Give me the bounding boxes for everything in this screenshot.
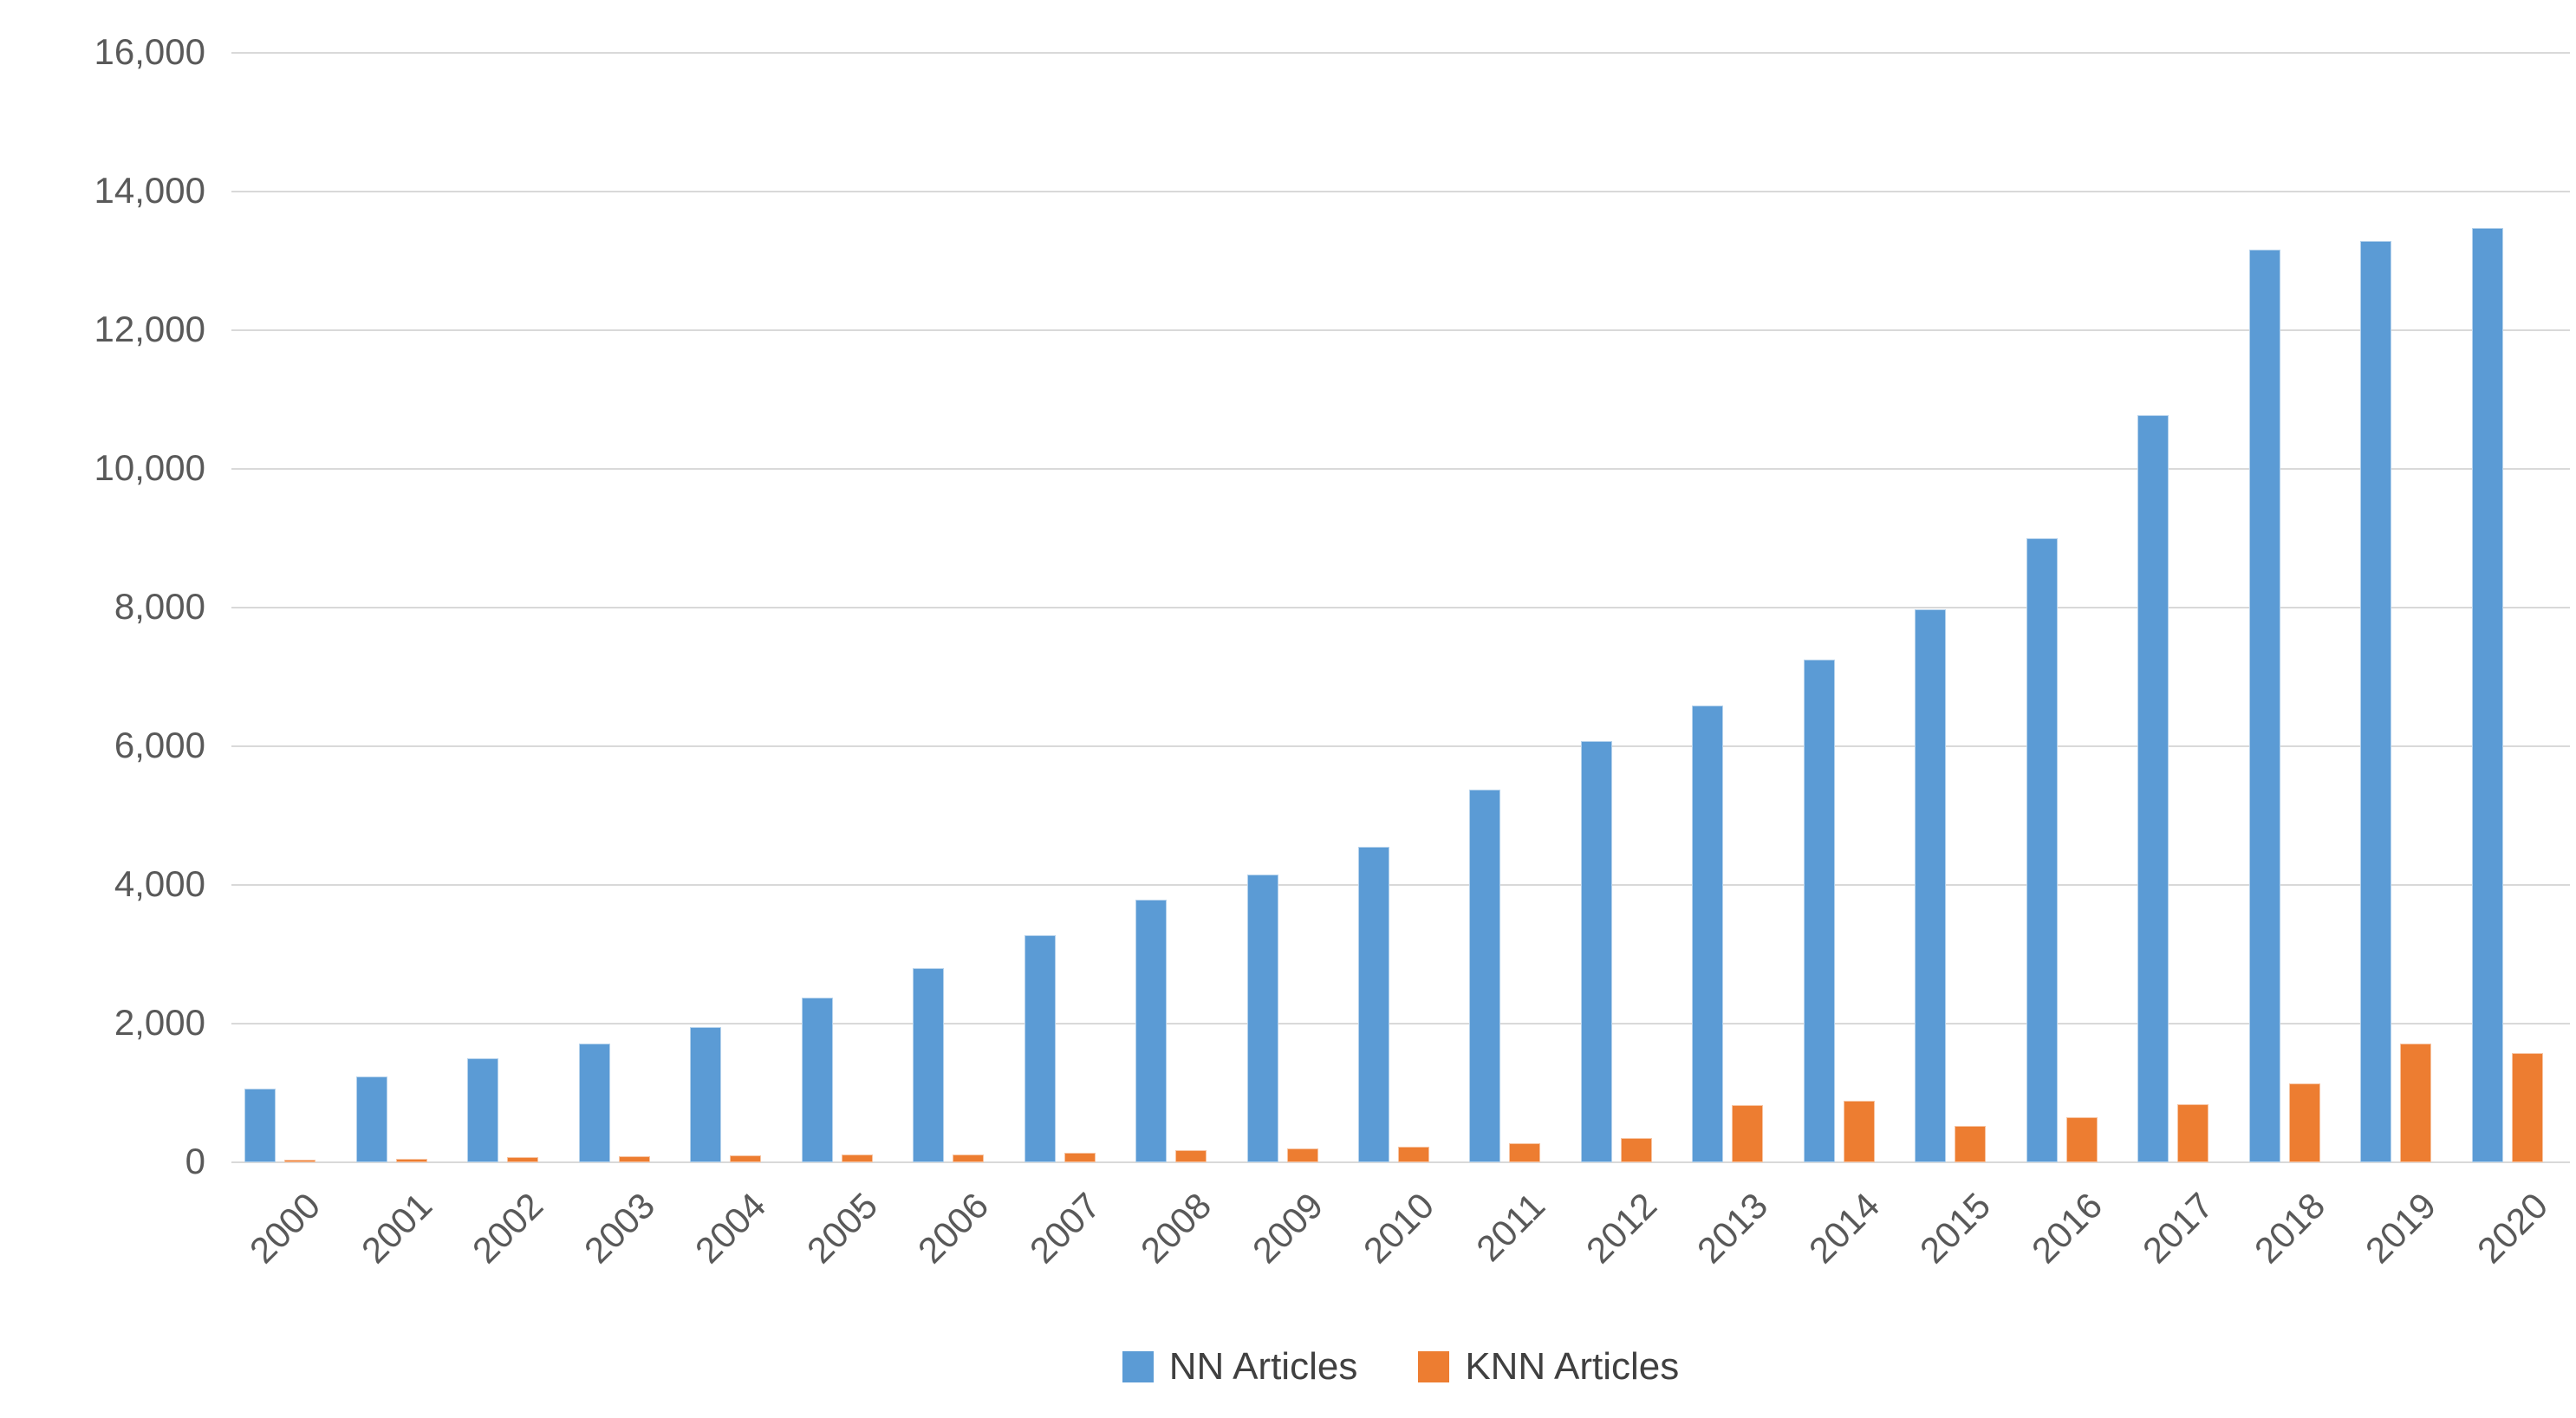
legend-item-knn: KNN Articles <box>1418 1345 1679 1389</box>
bar-nn-2013 <box>1692 705 1724 1162</box>
bar-knn-2016 <box>2065 1117 2098 1162</box>
x-axis-tick-label: 2009 <box>1244 1185 1330 1272</box>
gridline-y-14000 <box>231 191 2570 192</box>
x-axis-tick-label: 2003 <box>576 1185 662 1272</box>
bar-knn-2000 <box>284 1159 316 1162</box>
bar-nn-2015 <box>1915 608 1947 1162</box>
bar-nn-2010 <box>1358 847 1389 1162</box>
bar-knn-2010 <box>1398 1147 1429 1162</box>
gridline-y-8000 <box>231 607 2570 608</box>
bar-knn-2005 <box>841 1154 873 1162</box>
y-axis-tick-label: 2,000 <box>114 1002 205 1044</box>
gridline-y-2000 <box>231 1023 2570 1024</box>
y-axis-tick-label: 6,000 <box>114 725 205 766</box>
y-axis-tick-label: 8,000 <box>114 586 205 628</box>
bar-nn-2020 <box>2471 228 2503 1162</box>
y-axis-tick-label: 14,000 <box>94 170 205 211</box>
bar-knn-2019 <box>2400 1044 2432 1162</box>
legend-label-nn: NN Articles <box>1168 1345 1358 1388</box>
bar-nn-2007 <box>1024 934 1056 1162</box>
gridline-y-12000 <box>231 329 2570 331</box>
x-axis-tick-label: 2017 <box>2135 1185 2221 1272</box>
gridline-y-6000 <box>231 745 2570 747</box>
bar-knn-2015 <box>1955 1125 1987 1162</box>
y-axis-tick-label: 0 <box>185 1141 205 1182</box>
gridline-y-16000 <box>231 52 2570 54</box>
bar-knn-2017 <box>2177 1104 2209 1162</box>
bar-nn-2003 <box>578 1044 610 1162</box>
bar-knn-2014 <box>1843 1100 1875 1162</box>
bar-knn-2004 <box>730 1155 762 1162</box>
x-axis-tick-label: 2019 <box>2358 1185 2444 1272</box>
bar-knn-2020 <box>2511 1052 2543 1162</box>
bar-nn-2005 <box>801 998 833 1162</box>
bar-knn-2008 <box>1175 1150 1207 1162</box>
gridline-y-10000 <box>231 468 2570 470</box>
bar-nn-2016 <box>2026 538 2058 1162</box>
bar-nn-2014 <box>1803 660 1835 1162</box>
bar-nn-2012 <box>1580 740 1612 1162</box>
legend-label-knn: KNN Articles <box>1465 1345 1680 1388</box>
x-axis-tick-label: 2020 <box>2469 1185 2555 1272</box>
y-axis-tick-label: 4,000 <box>114 863 205 905</box>
bar-knn-2009 <box>1286 1148 1318 1162</box>
bar-nn-2004 <box>690 1027 722 1162</box>
bar-nn-2018 <box>2248 250 2280 1162</box>
bar-knn-2006 <box>953 1155 985 1162</box>
y-axis-tick-label: 16,000 <box>94 31 205 73</box>
bar-nn-2017 <box>2137 414 2169 1162</box>
bar-knn-2002 <box>507 1156 539 1162</box>
bar-nn-2019 <box>2360 240 2392 1162</box>
bar-nn-2009 <box>1246 875 1278 1162</box>
bar-knn-2011 <box>1509 1142 1541 1162</box>
x-axis-tick-label: 2005 <box>798 1185 885 1272</box>
x-axis-tick-label: 2013 <box>1689 1185 1776 1272</box>
x-axis-tick-label: 2001 <box>353 1185 439 1272</box>
legend: NN Articles KNN Articles <box>231 1345 2570 1389</box>
gridline-y-0 <box>231 1161 2570 1163</box>
x-axis-tick-label: 2011 <box>1468 1185 1553 1270</box>
bar-knn-2001 <box>395 1159 427 1162</box>
x-axis-tick-label: 2000 <box>242 1185 329 1272</box>
x-axis-tick-label: 2007 <box>1021 1185 1108 1272</box>
bar-nn-2000 <box>244 1089 276 1162</box>
legend-item-nn: NN Articles <box>1122 1345 1358 1389</box>
y-axis-tick-label: 12,000 <box>94 309 205 350</box>
bar-nn-2002 <box>467 1058 499 1162</box>
y-axis-tick-label: 10,000 <box>94 447 205 489</box>
legend-swatch-knn-icon <box>1418 1351 1450 1382</box>
x-axis-tick-label: 2015 <box>1912 1185 1999 1272</box>
bar-nn-2001 <box>355 1076 387 1162</box>
bar-nn-2006 <box>913 968 945 1162</box>
bar-knn-2003 <box>618 1155 650 1162</box>
bar-knn-2012 <box>1620 1138 1652 1162</box>
legend-swatch-nn-icon <box>1122 1351 1154 1382</box>
gridline-y-4000 <box>231 884 2570 886</box>
bar-nn-2011 <box>1469 789 1501 1162</box>
bar-nn-2008 <box>1135 899 1168 1162</box>
bar-knn-2013 <box>1732 1105 1764 1162</box>
bar-knn-2007 <box>1064 1153 1096 1162</box>
bar-knn-2018 <box>2288 1083 2320 1162</box>
